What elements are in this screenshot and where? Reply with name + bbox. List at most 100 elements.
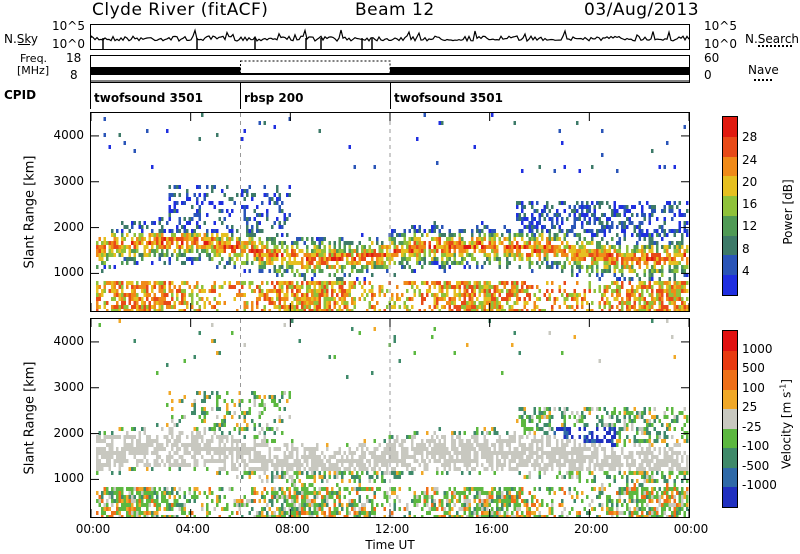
- vel-cell: [408, 463, 411, 467]
- vel-cell: [201, 439, 204, 443]
- power-cell: [681, 253, 684, 257]
- power-cell: [153, 233, 156, 237]
- vel-cell: [363, 503, 366, 507]
- power-cell: [556, 297, 559, 301]
- vel-cell: [421, 459, 424, 463]
- power-cell: [126, 309, 129, 313]
- power-cell: [163, 253, 166, 257]
- vel-cell: [263, 395, 266, 399]
- power-cell: [121, 245, 124, 249]
- vel-cell: [363, 507, 366, 511]
- vel-cell: [433, 515, 436, 519]
- power-cell: [211, 289, 214, 293]
- power-cell: [506, 229, 509, 233]
- power-cell: [403, 281, 406, 285]
- vel-cell: [146, 487, 149, 491]
- power-cell: [118, 249, 121, 253]
- power-cell: [618, 241, 621, 245]
- vel-cell: [201, 419, 204, 423]
- vel-cell: [323, 487, 326, 491]
- vel-cell: [196, 487, 199, 491]
- vel-cell: [243, 411, 246, 415]
- power-cell: [533, 305, 536, 309]
- vel-cell: [116, 459, 119, 463]
- power-cell: [606, 261, 609, 265]
- vel-cell: [308, 511, 311, 515]
- power-cell: [488, 261, 491, 265]
- power-cell: [208, 237, 211, 241]
- power-cell: [251, 261, 254, 265]
- power-cell: [658, 225, 661, 229]
- vel-cell: [186, 463, 189, 467]
- vel-cell: [211, 427, 214, 431]
- power-cell: [478, 293, 481, 297]
- vel-cell: [416, 431, 419, 435]
- power-cell: [213, 285, 216, 289]
- power-cell: [576, 209, 579, 213]
- power-cell: [328, 245, 331, 249]
- power-cell: [311, 281, 314, 285]
- vel-cell: [108, 463, 111, 467]
- vel-cell: [326, 447, 329, 451]
- power-cell: [216, 241, 219, 245]
- power-cell: [571, 229, 574, 233]
- power-cell: [553, 237, 556, 241]
- power-cell: [593, 289, 596, 293]
- power-cell: [488, 285, 491, 289]
- power-cell: [141, 305, 144, 309]
- power-cell: [476, 225, 479, 229]
- power-cell: [446, 289, 449, 293]
- power-cell: [153, 297, 156, 301]
- power-cell: [251, 225, 254, 229]
- power-cell: [251, 249, 254, 253]
- power-cell: [113, 265, 116, 269]
- power-cell: [163, 237, 166, 241]
- power-cell: [188, 293, 191, 297]
- vel-cell: [253, 443, 256, 447]
- vel-cell: [318, 475, 321, 479]
- power-cell: [648, 285, 651, 289]
- power-cell: [221, 237, 224, 241]
- power-cell: [368, 301, 371, 305]
- vel-cell: [453, 447, 456, 451]
- power-cell: [403, 233, 406, 237]
- power-cell: [573, 245, 576, 249]
- power-cell: [581, 221, 584, 225]
- vel-cell: [353, 479, 356, 483]
- power-cell: [276, 233, 279, 237]
- vel-cell: [413, 467, 416, 471]
- power-cell: [471, 257, 474, 261]
- power-cell: [128, 253, 131, 257]
- vel-cell: [143, 515, 146, 519]
- vel-cell: [231, 331, 234, 335]
- power-cell: [653, 209, 656, 213]
- power-cell: [651, 277, 654, 281]
- power-cell: [491, 229, 494, 233]
- power-cell: [236, 253, 239, 257]
- vel-cell: [271, 471, 274, 475]
- vel-cell: [421, 443, 424, 447]
- vel-cell: [473, 431, 476, 435]
- power-cell: [628, 301, 631, 305]
- vel-cell: [231, 415, 234, 419]
- power-cell: [456, 241, 459, 245]
- vel-cell: [296, 471, 299, 475]
- power-cell: [543, 249, 546, 253]
- vel-cell: [116, 435, 119, 439]
- vel-cell: [128, 511, 131, 515]
- vel-cell: [393, 339, 396, 343]
- power-cell: [243, 269, 246, 273]
- vel-cell: [138, 507, 141, 511]
- vel-cell: [188, 511, 191, 515]
- power-cell: [538, 297, 541, 301]
- power-cell: [296, 305, 299, 309]
- vel-cell: [461, 491, 464, 495]
- power-cell: [456, 285, 459, 289]
- vel-cell: [286, 455, 289, 459]
- power-cell: [353, 285, 356, 289]
- vel-cell: [488, 499, 491, 503]
- power-cell: [643, 305, 646, 309]
- vel-cell: [186, 499, 189, 503]
- vel-cell: [413, 515, 416, 519]
- power-cell: [371, 305, 374, 309]
